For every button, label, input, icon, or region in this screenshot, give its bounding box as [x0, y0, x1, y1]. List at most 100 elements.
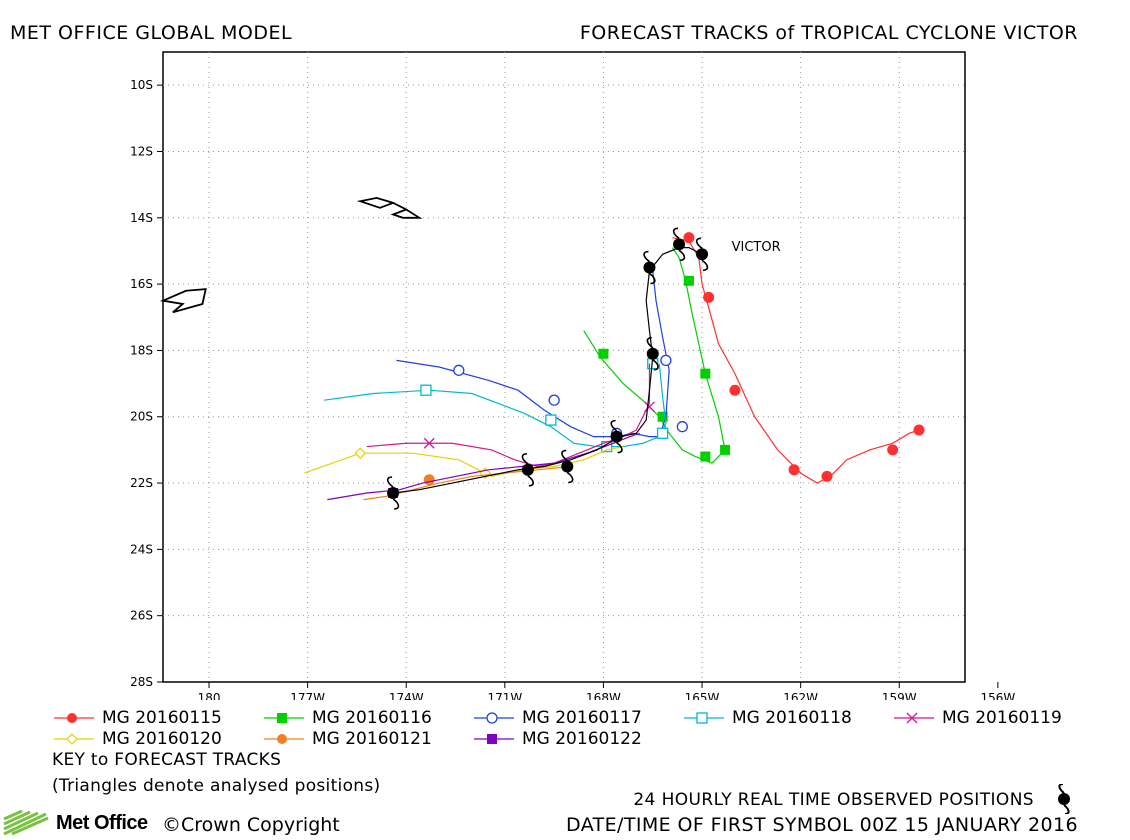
legend-swatch	[264, 713, 304, 723]
cyclone-symbol-arm	[652, 359, 659, 371]
legend-label: MG 20160121	[312, 729, 432, 749]
cyclone-symbol-arm	[610, 419, 618, 432]
key-title: KEY to FORECAST TRACKS	[52, 750, 282, 770]
cyclone-symbol-arm	[527, 475, 535, 487]
track-point-marker	[423, 437, 435, 449]
legend-item: MG 20160118	[682, 708, 852, 728]
cyclone-symbol-arm	[646, 336, 654, 349]
legend-swatch	[264, 734, 304, 744]
cyclone-symbol-core	[610, 430, 623, 443]
track-point-marker	[703, 291, 715, 303]
track-point-marker	[420, 384, 432, 396]
track-point-marker	[887, 444, 899, 456]
island-outline	[356, 196, 423, 219]
forecast-track-line	[672, 237, 920, 484]
legend-swatch	[474, 734, 514, 744]
legend-label: MG 20160115	[102, 708, 222, 728]
cyclone-symbol-arm	[643, 250, 650, 263]
cyclone-symbol	[672, 227, 686, 262]
observed-track	[386, 227, 709, 510]
track-point-marker	[545, 414, 557, 426]
legend-item: MG 20160122	[472, 729, 642, 749]
plot-frame	[162, 51, 966, 683]
track-point-marker	[354, 447, 367, 460]
legend-item: MG 20160116	[262, 708, 432, 728]
cyclone-symbol	[643, 250, 656, 285]
observed-positions-note: 24 HOURLY REAL TIME OBSERVED POSITIONS	[633, 790, 1034, 810]
y-tick-label: 20S	[130, 410, 153, 424]
cyclone-symbol-core	[673, 238, 686, 251]
track-point-marker	[656, 427, 669, 439]
forecast-track-map: 180 177W 174W 171W 168W 165W 162W 159W 156W 10S 12…	[130, 51, 1015, 700]
cyclone-symbol-arm	[561, 449, 568, 462]
storm-name-label: VICTOR	[732, 240, 781, 255]
met-office-logo: Met Office	[2, 810, 148, 836]
track-point-marker	[913, 424, 925, 436]
legend-swatch	[894, 712, 934, 724]
legend-item: MG 20160119	[892, 708, 1062, 728]
x-tick-label: 180	[198, 691, 221, 700]
legend-label: MG 20160120	[102, 729, 222, 749]
track-point-marker	[660, 354, 672, 367]
track-point-marker	[676, 421, 688, 433]
forecast-track	[583, 247, 731, 464]
legend-label: MG 20160119	[942, 708, 1062, 728]
legend-swatch	[54, 733, 94, 745]
marker-stroke	[643, 401, 655, 413]
forecast-track	[323, 358, 669, 453]
cyclone-symbol-core	[561, 460, 574, 473]
header-left-title: MET OFFICE GLOBAL MODEL	[10, 22, 293, 44]
cyclone-symbol-core	[387, 487, 400, 499]
x-tick-label: 168W	[586, 691, 621, 700]
track-point-marker	[643, 401, 655, 413]
y-tick-label: 18S	[130, 343, 153, 357]
x-tick-label: 177W	[290, 691, 325, 700]
cyclone-symbol-arm	[616, 441, 623, 454]
legend-label: MG 20160116	[312, 708, 432, 728]
track-point-marker	[453, 364, 465, 376]
forecast-track-line	[366, 363, 651, 468]
cyclone-symbol-arm	[678, 249, 686, 262]
x-tick-label: 174W	[389, 691, 424, 700]
track-point-marker	[729, 384, 741, 396]
cyclone-symbol	[695, 237, 709, 272]
legend-label: MG 20160122	[522, 729, 642, 749]
y-tick-label: 24S	[130, 542, 153, 556]
track-point-marker	[821, 470, 833, 482]
cyclone-symbol-core	[646, 347, 659, 360]
legend-swatch	[684, 712, 724, 724]
cyclone-symbol-arm	[386, 476, 394, 488]
forecast-track	[672, 232, 925, 484]
y-tick-label: 28S	[130, 675, 153, 689]
legend-item: MG 20160120	[52, 729, 222, 749]
cyclone-symbol-arm	[648, 272, 656, 285]
legend-label: MG 20160117	[522, 708, 642, 728]
cyclone-symbol	[386, 476, 400, 510]
y-tick-label: 26S	[130, 609, 153, 623]
track-point-marker	[423, 474, 435, 486]
cyclone-symbol	[646, 336, 659, 371]
cyclone-symbol-arm	[392, 498, 400, 510]
cyclone-symbol	[521, 452, 535, 487]
cyclone-symbol-icon	[1058, 784, 1070, 814]
island-outline	[159, 288, 207, 314]
legend-item: MG 20160115	[52, 708, 222, 728]
x-tick-label: 165W	[685, 691, 720, 700]
legend-item: MG 20160121	[262, 729, 432, 749]
track-point-marker	[548, 394, 560, 406]
cyclone-symbol-arm	[566, 471, 574, 484]
x-tick-label: 159W	[882, 691, 917, 700]
x-tick-label: 156W	[980, 691, 1015, 700]
met-office-logo-icon	[3, 810, 49, 836]
y-tick-label: 22S	[130, 476, 153, 490]
cyclone-symbol-core	[696, 248, 709, 261]
forecast-track	[366, 363, 655, 468]
cyclone-symbol	[561, 449, 574, 484]
header-right-title: FORECAST TRACKS of TROPICAL CYCLONE VICT…	[579, 22, 1078, 44]
cyclone-symbol-arm	[672, 227, 680, 239]
marker-stroke	[423, 437, 435, 449]
triangles-note: (Triangles denote analysed positions)	[52, 776, 381, 796]
cyclone-symbol-core	[643, 261, 656, 274]
met-office-logo-text: Met Office	[56, 811, 148, 834]
forecast-track-line	[396, 270, 670, 438]
